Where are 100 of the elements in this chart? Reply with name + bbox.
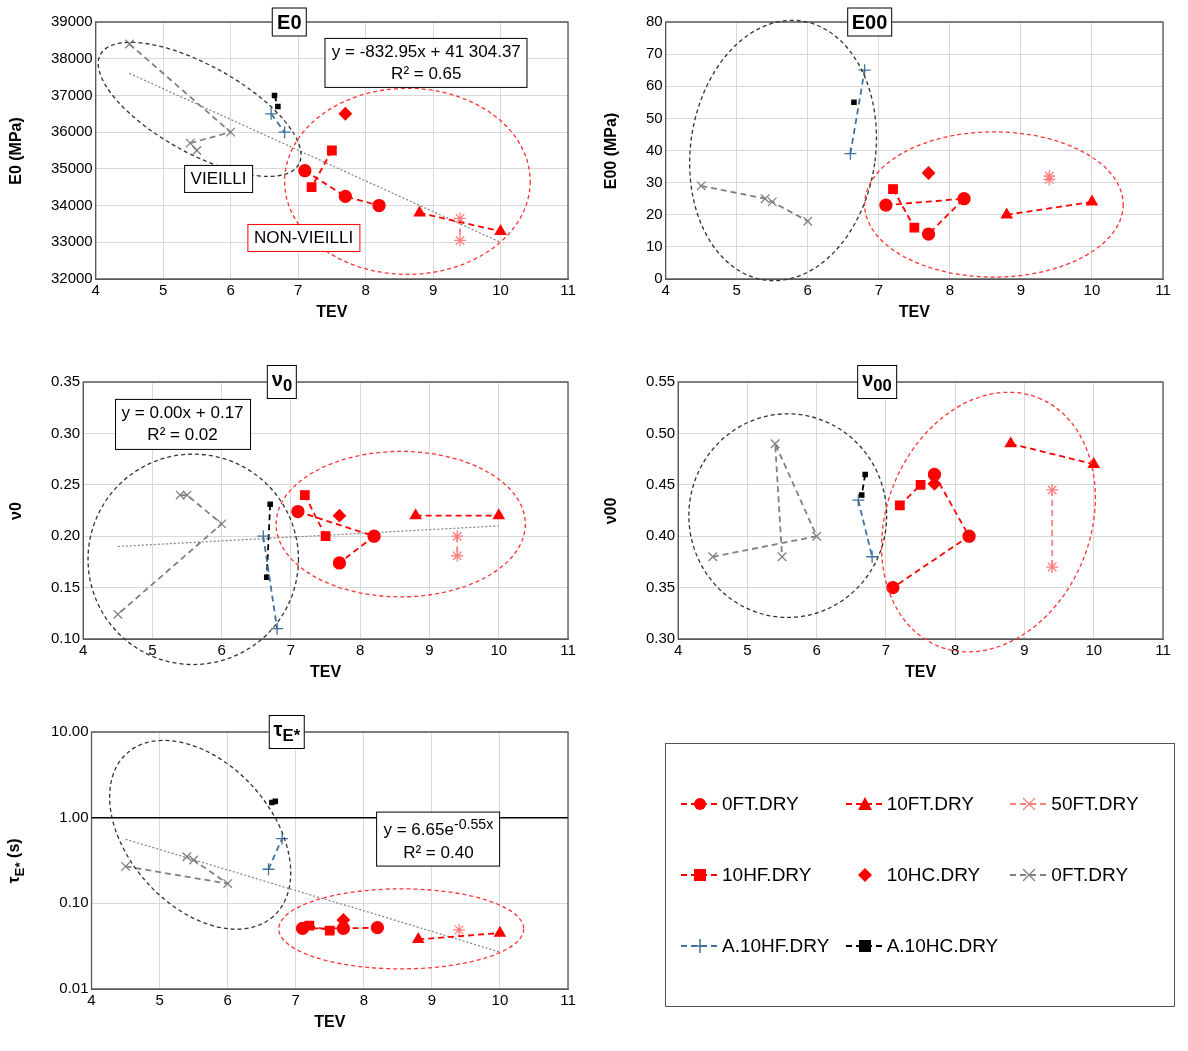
chart-title: E00 <box>846 7 893 37</box>
annotation: VIEILLI <box>183 164 254 193</box>
y-tick-label: 1.00 <box>59 807 89 825</box>
x-tick-label: 11 <box>1155 281 1171 299</box>
x-tick-label: 6 <box>217 641 226 659</box>
legend-label: 50FT.DRY <box>1051 793 1139 815</box>
chart-title: ν$_{00}$ <box>857 365 897 399</box>
y-tick-label: 0.55 <box>645 372 676 390</box>
chart-title: τ$_{E*}$ <box>268 715 306 749</box>
y-tick-label: 0.30 <box>645 629 676 647</box>
annotation: R² = 0.40 <box>403 842 474 862</box>
y-tick-label: 0.20 <box>50 526 81 544</box>
x-tick-label: 10 <box>491 991 509 1009</box>
chart-title: E0 <box>272 7 307 37</box>
y-tick-label: 0.45 <box>645 474 676 492</box>
legend-label: A.10HF.DRY <box>722 935 830 957</box>
x-tick-label: 7 <box>293 281 303 299</box>
y-tick-label: 0.30 <box>50 423 81 441</box>
x-tick-label: 7 <box>874 281 883 299</box>
annotation: R² = 0.02 <box>147 425 218 445</box>
y-tick-label: 0 <box>654 269 663 287</box>
y-tick-label: 0.35 <box>645 577 676 595</box>
x-tick-label: 4 <box>674 641 683 659</box>
y-tick-label: 37000 <box>50 85 93 103</box>
annotation: y = -832.95x + 41 304.37 <box>331 42 521 62</box>
x-tick-label: 8 <box>356 641 365 659</box>
x-tick-label: 10 <box>1083 281 1101 299</box>
y-tick-label: 0.50 <box>645 423 676 441</box>
x-tick-label: 7 <box>286 641 296 659</box>
y-tick-label: 0.10 <box>59 893 89 911</box>
y-tick-label: 34000 <box>50 195 93 213</box>
y-tick-label: 36000 <box>50 122 93 140</box>
legend-label: 10HC.DRY <box>886 864 981 886</box>
x-tick-label: 10 <box>492 281 509 299</box>
x-tick-label: 5 <box>159 281 168 299</box>
x-axis-title: TEV <box>310 663 342 681</box>
x-tick-label: 5 <box>732 281 741 299</box>
annotation: NON-VIEILLI <box>246 223 361 252</box>
y-tick-label: 32000 <box>50 269 93 287</box>
y-tick-label: 35000 <box>50 159 93 176</box>
y-axis-title: ν0 <box>7 501 25 520</box>
y-axis-title: E0 (MPa) <box>7 116 25 185</box>
annotation: y = 6.65e$^{-0.55x}$ <box>383 815 494 840</box>
x-tick-label: 7 <box>291 991 300 1009</box>
x-tick-label: 6 <box>803 281 812 299</box>
x-tick-label: 9 <box>1020 641 1029 659</box>
legend-label: A.10HC.DRY <box>886 935 999 957</box>
x-axis-title: TEV <box>316 303 348 321</box>
x-tick-label: 6 <box>812 641 821 659</box>
legend-label: 0FT.DRY <box>722 793 799 815</box>
x-tick-label: 5 <box>148 641 157 659</box>
x-tick-label: 5 <box>155 991 164 1009</box>
x-tick-label: 9 <box>425 641 434 659</box>
y-tick-label: 80 <box>646 12 663 30</box>
x-tick-label: 9 <box>427 991 437 1009</box>
x-tick-label: 6 <box>226 281 235 299</box>
y-tick-label: 30 <box>646 172 663 190</box>
y-tick-label: 0.35 <box>50 372 81 390</box>
x-tick-label: 9 <box>428 281 438 299</box>
x-tick-label: 4 <box>661 281 670 299</box>
y-axis-title: E00 (MPa) <box>602 112 620 189</box>
x-tick-label: 11 <box>560 991 576 1009</box>
y-tick-label: 0.10 <box>50 629 81 647</box>
annotation: R² = 0.65 <box>391 64 462 84</box>
y-tick-label: 50 <box>646 108 663 126</box>
legend-label: 10FT.DRY <box>886 793 974 815</box>
x-tick-label: 4 <box>91 281 100 299</box>
x-axis-title: TEV <box>898 303 930 321</box>
x-tick-label: 8 <box>945 281 955 299</box>
x-tick-label: 8 <box>361 281 370 299</box>
y-tick-label: 10 <box>646 237 663 255</box>
x-tick-label: 7 <box>881 641 891 659</box>
x-tick-label: 11 <box>560 641 576 659</box>
x-tick-label: 6 <box>223 991 232 1009</box>
y-tick-label: 38000 <box>50 48 93 66</box>
y-tick-label: 39000 <box>50 12 93 30</box>
y-tick-label: 60 <box>646 76 663 94</box>
x-tick-label: 8 <box>359 991 368 1009</box>
x-axis-title: TEV <box>314 1013 346 1031</box>
y-tick-label: 10.00 <box>50 722 89 740</box>
x-tick-label: 4 <box>87 991 96 1009</box>
y-tick-label: 40 <box>646 140 663 158</box>
x-tick-label: 10 <box>490 641 508 659</box>
x-tick-label: 10 <box>1085 641 1103 659</box>
x-axis-title: TEV <box>905 663 937 681</box>
y-tick-label: 33000 <box>50 232 93 250</box>
x-tick-label: 8 <box>951 641 960 659</box>
x-tick-label: 11 <box>560 281 576 299</box>
annotation: y = 0.00x + 0.17 <box>121 403 244 423</box>
y-tick-label: 20 <box>646 204 663 222</box>
legend-label: 0FT.DRY <box>1051 864 1129 886</box>
y-tick-label: 0.40 <box>645 526 676 544</box>
x-tick-label: 11 <box>1155 641 1171 659</box>
chart-title: ν$_{0}$ <box>266 365 298 399</box>
x-tick-label: 9 <box>1016 281 1026 299</box>
y-tick-label: 0.25 <box>50 474 81 492</box>
x-tick-label: 4 <box>79 641 88 659</box>
y-tick-label: 0.15 <box>50 577 81 595</box>
legend-label: 10HF.DRY <box>722 864 812 886</box>
y-axis-title: ν00 <box>602 497 620 524</box>
